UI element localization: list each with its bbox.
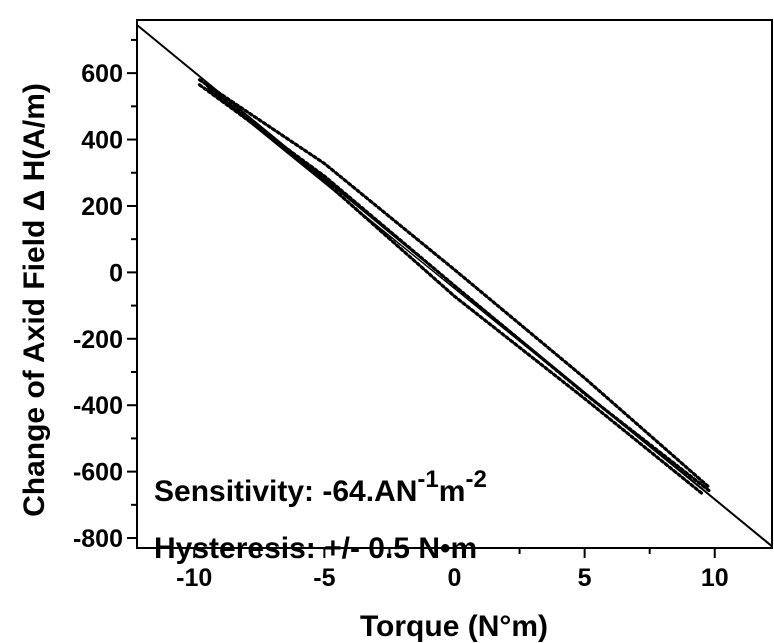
x-tick-label: -5 [313, 564, 335, 592]
y-tick-label: -800 [73, 525, 123, 553]
y-tick-label: -600 [73, 459, 123, 487]
y-axis-title: Change of Axid Field Δ H(A/m) [18, 83, 51, 517]
y-tick-label: -200 [73, 326, 123, 354]
sensitivity-prefix: Sensitivity: -64.AN [154, 475, 417, 508]
x-tick-label: 5 [578, 564, 592, 592]
series-layer [136, 24, 773, 548]
sensitivity-annotation: Sensitivity: -64.AN-1m-2 [154, 466, 487, 508]
x-tick-label: -10 [176, 564, 212, 592]
series-line-4 [197, 78, 712, 490]
y-tick-label: -400 [73, 392, 123, 420]
sensitivity-unit-m: m [439, 475, 466, 508]
x-axis-ticks: -10 -5 0 5 10 [176, 548, 729, 592]
x-tick-label: 10 [701, 564, 729, 592]
y-tick-label: 600 [81, 60, 123, 88]
y-tick-label: 200 [81, 193, 123, 221]
y-tick-label: 0 [109, 259, 123, 287]
sensitivity-exponent-2: -2 [465, 466, 486, 493]
y-tick-label: 400 [81, 127, 123, 155]
hysteresis-annotation: Hysteresis: +/- 0.5 N•m [154, 532, 477, 565]
series-line-5 [205, 84, 704, 495]
sensitivity-exponent-1: -1 [417, 466, 438, 493]
x-tick-label: 0 [448, 564, 462, 592]
x-axis-title: Torque (N°m) [360, 610, 548, 643]
y-axis-ticks: 600 400 200 0 -200 -400 -600 -800 [73, 38, 137, 553]
